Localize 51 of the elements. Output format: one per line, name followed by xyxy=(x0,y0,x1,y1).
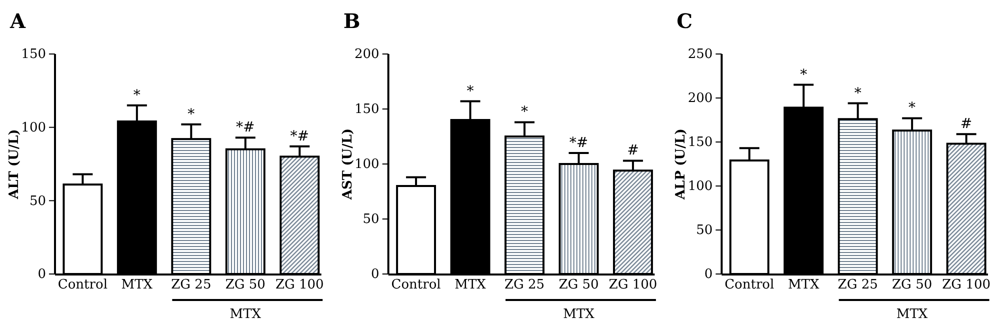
annotation: * xyxy=(854,85,862,102)
y-axis-title: ALT (U/L) xyxy=(7,129,22,200)
annotation: * xyxy=(800,66,808,83)
annotation: * xyxy=(521,104,528,120)
y-tick-label: 250 xyxy=(688,47,713,62)
x-tick-label: ZG 100 xyxy=(608,278,658,293)
annotation: *# xyxy=(236,120,255,136)
x-tick-label: ZG 25 xyxy=(171,278,212,293)
text: MTX xyxy=(230,307,262,322)
y-tick-label: 100 xyxy=(354,157,380,172)
y-tick-label: 200 xyxy=(354,47,380,62)
x-tick-label: Control xyxy=(391,278,441,293)
chart-title: A xyxy=(9,9,26,33)
x-tick-label: ZG 25 xyxy=(504,278,545,293)
x-tick-label: ZG 100 xyxy=(942,278,990,293)
y-axis-title: AST (U/L) xyxy=(340,128,356,201)
y-tick-label: 150 xyxy=(688,135,713,150)
x-tick-label: MTX xyxy=(788,278,820,293)
text: MTX xyxy=(563,307,596,322)
annotation: # xyxy=(627,142,639,159)
x-tick-label: ZG 100 xyxy=(275,278,324,293)
x-tick-label: ZG 50 xyxy=(892,278,932,293)
y-tick-label: 0 xyxy=(38,267,46,282)
text: MTX xyxy=(896,307,928,322)
annotation: * xyxy=(133,87,140,104)
x-tick-label: ZG 50 xyxy=(558,278,599,293)
annotation: # xyxy=(960,116,972,132)
x-tick-label: ZG 50 xyxy=(225,278,266,293)
x-tick-label: ZG 25 xyxy=(838,278,878,293)
y-tick-label: 200 xyxy=(688,91,713,106)
annotation: * xyxy=(188,106,195,122)
x-tick-label: MTX xyxy=(454,278,487,293)
y-tick-label: 100 xyxy=(688,179,713,194)
y-tick-label: 0 xyxy=(371,267,380,282)
y-tick-label: 50 xyxy=(29,194,46,209)
x-tick-label: Control xyxy=(724,278,774,293)
chart-title: C xyxy=(676,9,693,33)
y-tick-label: 0 xyxy=(704,267,713,282)
annotation: * xyxy=(466,83,474,100)
chart-title: B xyxy=(343,9,360,33)
y-tick-label: 50 xyxy=(696,223,713,238)
annotation: *# xyxy=(569,135,588,151)
x-tick-label: Control xyxy=(58,278,108,293)
y-tick-label: 50 xyxy=(362,212,380,228)
y-axis-title: ALP (U/L) xyxy=(674,128,689,201)
y-tick-label: 150 xyxy=(354,102,380,118)
x-tick-label: MTX xyxy=(121,278,154,293)
annotation: *# xyxy=(290,128,310,144)
annotation: * xyxy=(908,100,916,116)
y-tick-label: 100 xyxy=(21,120,46,136)
y-tick-label: 150 xyxy=(21,47,46,62)
